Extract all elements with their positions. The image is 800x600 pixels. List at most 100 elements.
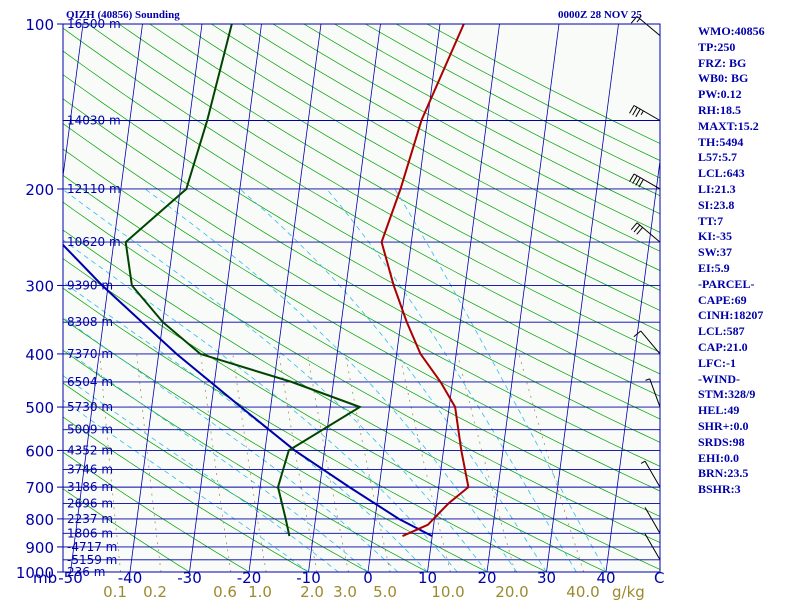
isotherm xyxy=(427,24,500,572)
wind-barb xyxy=(633,330,661,355)
pressure-label: 900 xyxy=(25,539,54,557)
index-line: SW:37 xyxy=(698,245,733,260)
height-label: 8308 m xyxy=(67,315,113,329)
isotherm xyxy=(70,24,143,572)
index-line: SHR+:0.0 xyxy=(698,418,749,433)
barb-flag xyxy=(635,177,641,186)
temperature-label: 40 xyxy=(596,569,615,587)
barb-flag xyxy=(633,224,641,233)
pressure-label: 400 xyxy=(25,346,54,364)
index-line: HEL:49 xyxy=(698,403,740,418)
moist-adiabat xyxy=(63,239,458,572)
index-line: SI:23.8 xyxy=(698,197,735,212)
barb-staff xyxy=(644,507,661,534)
isotherm xyxy=(189,24,262,572)
moist-adiabat xyxy=(63,399,309,572)
barb-flag xyxy=(635,108,641,118)
height-label: 2696 m xyxy=(67,497,113,511)
pressure-label: 700 xyxy=(25,479,54,497)
barb-flag xyxy=(629,173,635,183)
index-line: STM:328/9 xyxy=(698,387,756,402)
wind-barb xyxy=(644,507,661,534)
index-line: TT:7 xyxy=(698,213,724,228)
mixing-ratio-label: 1.0 xyxy=(248,583,272,600)
isotherm xyxy=(367,24,441,572)
pressure-label: 200 xyxy=(25,181,54,199)
barb-staff xyxy=(633,105,661,121)
height-label: 6504 m xyxy=(67,375,113,389)
mixing-ratio-label: 3.0 xyxy=(333,583,357,600)
height-label: 9390 m xyxy=(67,278,113,292)
temperature-label: 0 xyxy=(363,569,373,587)
index-line: PW:0.12 xyxy=(698,87,742,102)
barb-staff xyxy=(640,330,661,355)
index-line: -WIND- xyxy=(698,371,740,386)
height-label: 14030 m xyxy=(67,113,121,127)
pressure-label: 1000 xyxy=(16,564,54,582)
temperature-unit: C xyxy=(654,569,664,587)
height-label: -5159 m xyxy=(67,553,117,567)
barb-flag xyxy=(645,378,650,381)
moist-adiabat xyxy=(144,188,518,572)
wind-barb xyxy=(630,222,661,243)
wind-barb xyxy=(630,15,661,36)
isotherm xyxy=(63,24,84,180)
temperature-label: -30 xyxy=(177,569,202,587)
height-label: 3746 m xyxy=(67,462,113,476)
pressure-label: 800 xyxy=(25,511,54,529)
barb-flag xyxy=(630,222,638,231)
index-line: TP:250 xyxy=(698,39,736,54)
barb-flag xyxy=(640,460,646,464)
plot-area xyxy=(63,24,660,572)
isotherm xyxy=(129,24,203,572)
index-line: EI:5.9 xyxy=(698,260,730,275)
index-line: MAXT:15.2 xyxy=(698,118,759,133)
barb-flag xyxy=(636,18,641,23)
height-label: 5009 m xyxy=(67,423,113,437)
temperature-label: 20 xyxy=(477,569,496,587)
pressure-unit: mb xyxy=(33,569,57,587)
index-line: KI:-35 xyxy=(698,229,732,244)
pressure-label: 600 xyxy=(25,442,54,460)
height-label: 3186 m xyxy=(67,480,113,494)
moist-adiabat xyxy=(326,188,577,572)
index-line: LCL:643 xyxy=(698,166,745,181)
isotherm xyxy=(248,24,322,572)
index-line: LCL:587 xyxy=(698,324,745,339)
barb-staff xyxy=(649,378,661,408)
pressure-label: 500 xyxy=(25,399,54,417)
index-line: CAP:21.0 xyxy=(698,339,748,354)
dewpoint-trace xyxy=(124,24,363,537)
mixing-ratio-label: 2.0 xyxy=(300,583,324,600)
index-line: BRN:23.5 xyxy=(698,466,749,481)
barb-flag xyxy=(636,227,643,235)
height-label: 1806 m xyxy=(67,526,113,540)
height-label: 2237 m xyxy=(67,512,113,526)
height-label: 7370 m xyxy=(67,347,113,361)
barb-flag xyxy=(632,107,638,116)
barb-staff xyxy=(644,533,661,561)
pressure-label: 300 xyxy=(25,277,54,295)
height-label: 12110 m xyxy=(67,182,121,196)
index-line: BSHR:3 xyxy=(698,482,741,497)
temperature-label: 30 xyxy=(537,569,556,587)
barb-flag xyxy=(630,16,638,24)
barb-staff xyxy=(636,222,661,243)
mixing-ratio-label: 40.0 xyxy=(566,583,599,600)
barb-flag xyxy=(633,330,642,338)
moist-adiabat xyxy=(63,189,488,572)
index-line: LFC:-1 xyxy=(698,355,736,370)
temperature-label: -40 xyxy=(118,569,143,587)
barb-staff xyxy=(636,15,661,36)
barb-flag xyxy=(632,175,638,184)
index-line: FRZ: BG xyxy=(698,55,747,70)
wind-barb xyxy=(644,533,661,561)
isotherm xyxy=(605,157,660,572)
index-panel: WMO:40856 TP:250 FRZ: BG WB0: BG PW:0.12 RH:1… xyxy=(698,24,798,498)
mixing-ratio-label: 0.6 xyxy=(213,583,237,600)
isotherm xyxy=(308,24,381,572)
wind-barb xyxy=(629,173,661,190)
height-label: 4352 m xyxy=(67,443,113,457)
mixing-unit: g/kg xyxy=(612,583,645,600)
